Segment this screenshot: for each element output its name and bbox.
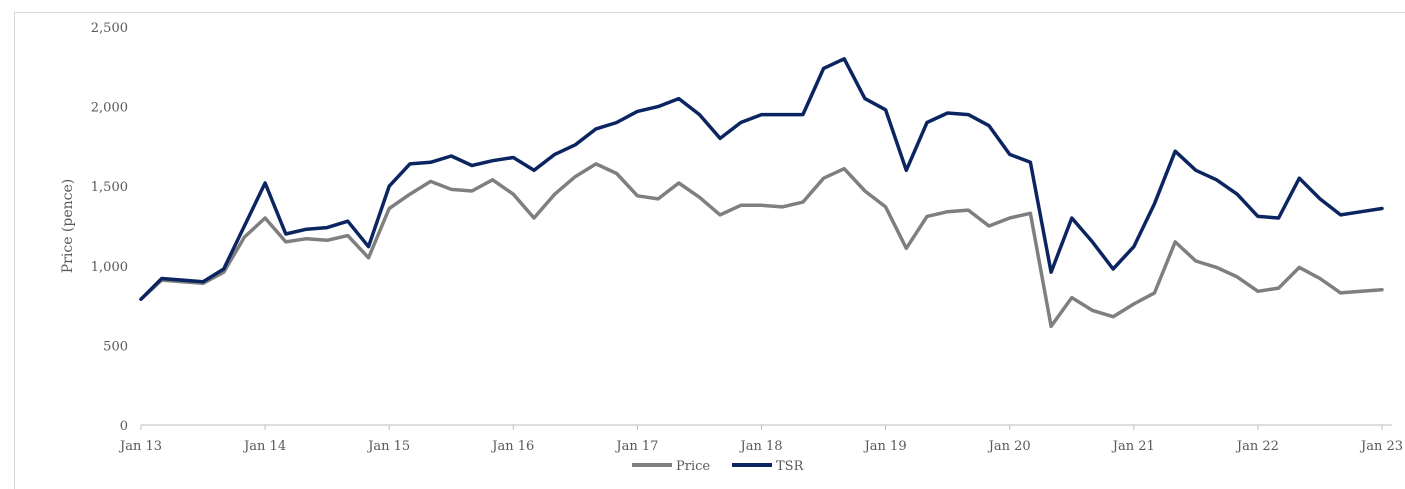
x-tick-label: Jan 15 — [366, 439, 410, 454]
x-axis-ticks: Jan 13 Jan 14 Jan 15 Jan 16 Jan 17 Jan 18 Jan … — [118, 425, 1403, 454]
legend-label: TSR — [776, 459, 805, 474]
x-tick-label: Jan 21 — [1111, 439, 1155, 454]
y-axis-ticks: 0 500 1,000 1,500 2,000 2,500 — [91, 21, 128, 434]
series-line-tsr — [139, 57, 1384, 301]
x-tick-label: Jan 19 — [863, 439, 907, 454]
chart-frame — [14, 12, 1405, 489]
y-tick-label: 1,500 — [91, 180, 128, 195]
x-tick-label: Jan 20 — [987, 439, 1031, 454]
x-tick-label: Jan 17 — [614, 439, 658, 454]
x-tick-label: Jan 13 — [118, 439, 162, 454]
y-tick-label: 2,500 — [91, 21, 128, 36]
series-lines — [139, 57, 1384, 329]
x-tick-label: Jan 23 — [1359, 439, 1403, 454]
y-tick-label: 1,000 — [91, 260, 128, 275]
y-axis-title: Price (pence) — [60, 179, 76, 273]
x-tick-label: Jan 14 — [242, 439, 286, 454]
x-tick-label: Jan 18 — [738, 439, 782, 454]
x-tick-label: Jan 22 — [1235, 439, 1279, 454]
y-tick-label: 0 — [120, 419, 128, 434]
legend-label: Price — [676, 459, 710, 474]
legend: Price TSR — [632, 459, 805, 474]
series-line-price — [139, 162, 1384, 329]
y-tick-label: 2,000 — [91, 101, 128, 116]
x-tick-label: Jan 16 — [490, 439, 534, 454]
y-tick-label: 500 — [103, 339, 128, 354]
